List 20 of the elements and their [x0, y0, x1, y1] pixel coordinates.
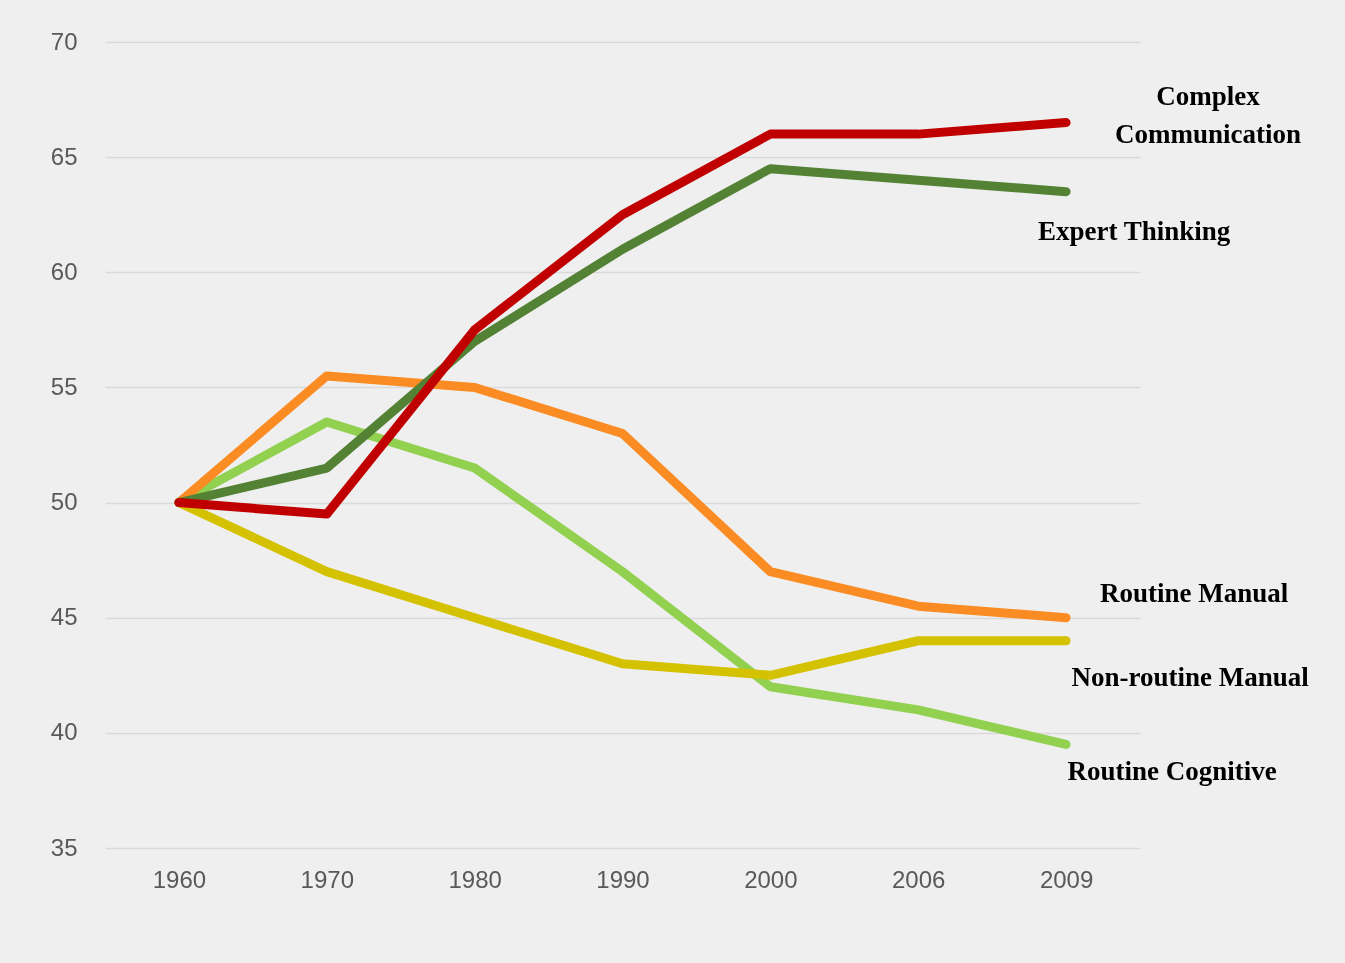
x-tick-label: 1960	[152, 865, 207, 893]
y-tick-label: 70	[50, 27, 78, 55]
y-tick-label: 40	[50, 718, 78, 746]
series-label: Complex Communication	[1115, 80, 1302, 149]
x-tick-label: 2006	[892, 865, 946, 893]
y-tick-label: 65	[50, 142, 78, 170]
series-label: Routine Cognitive	[1067, 756, 1277, 787]
y-tick-label: 35	[50, 833, 78, 861]
series-label: Routine Manual	[1099, 577, 1289, 608]
x-tick-label: 1980	[448, 865, 502, 893]
series-label: Non-routine Manual	[1071, 661, 1310, 692]
y-tick-label: 50	[50, 488, 78, 516]
x-tick-label: 2000	[744, 865, 798, 893]
x-tick-label: 1970	[300, 865, 354, 893]
y-tick-label: 45	[50, 603, 78, 631]
y-tick-label: 55	[50, 372, 78, 400]
x-tick-label: 1990	[596, 865, 650, 893]
y-tick-label: 60	[50, 257, 78, 285]
series-label: Expert Thinking	[1037, 215, 1231, 246]
x-tick-label: 2009	[1039, 865, 1094, 893]
